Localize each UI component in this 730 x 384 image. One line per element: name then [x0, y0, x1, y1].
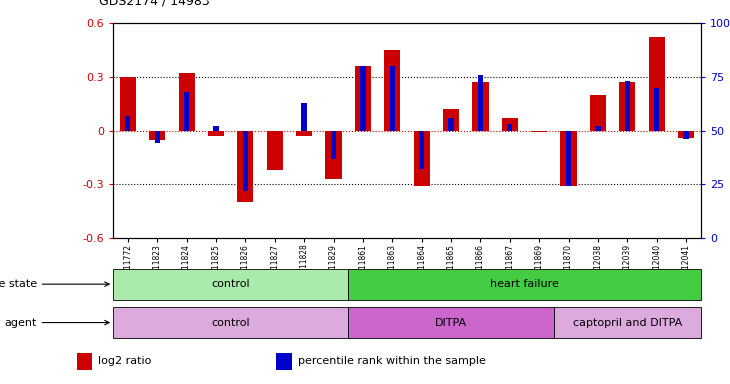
- Bar: [126, 116, 131, 131]
- Bar: [625, 81, 630, 131]
- Bar: [390, 66, 395, 131]
- Bar: [113, 269, 348, 300]
- Bar: [478, 74, 483, 131]
- Text: GDS2174 / 14983: GDS2174 / 14983: [99, 0, 210, 8]
- Bar: [654, 88, 659, 131]
- Bar: [179, 73, 195, 131]
- Bar: [502, 118, 518, 131]
- Bar: [155, 131, 160, 144]
- Bar: [678, 131, 694, 138]
- Bar: [683, 131, 688, 139]
- Bar: [237, 131, 253, 202]
- Bar: [566, 131, 571, 187]
- Bar: [531, 131, 548, 132]
- Text: percentile rank within the sample: percentile rank within the sample: [299, 356, 486, 366]
- Bar: [208, 131, 224, 136]
- Bar: [331, 131, 336, 159]
- Bar: [277, 353, 292, 370]
- Bar: [266, 131, 283, 170]
- Bar: [296, 131, 312, 136]
- Bar: [561, 131, 577, 186]
- Bar: [77, 353, 92, 370]
- Bar: [301, 103, 307, 131]
- Text: control: control: [212, 318, 250, 328]
- Bar: [355, 66, 371, 131]
- Text: agent: agent: [4, 318, 109, 328]
- Text: DITPA: DITPA: [435, 318, 467, 328]
- Text: captopril and DITPA: captopril and DITPA: [573, 318, 682, 328]
- Text: heart failure: heart failure: [490, 279, 559, 289]
- Bar: [419, 131, 424, 169]
- Bar: [120, 77, 136, 131]
- Bar: [113, 307, 348, 338]
- Bar: [443, 109, 459, 131]
- Bar: [619, 82, 635, 131]
- Bar: [184, 92, 189, 131]
- Bar: [596, 126, 601, 131]
- Text: log2 ratio: log2 ratio: [99, 356, 152, 366]
- Bar: [590, 95, 606, 131]
- Bar: [348, 269, 701, 300]
- Bar: [384, 50, 400, 131]
- Bar: [554, 307, 701, 338]
- Bar: [472, 82, 488, 131]
- Bar: [507, 124, 512, 131]
- Bar: [361, 66, 366, 131]
- Bar: [149, 131, 165, 139]
- Bar: [326, 131, 342, 179]
- Bar: [649, 37, 665, 131]
- Bar: [414, 131, 430, 186]
- Bar: [448, 118, 453, 131]
- Bar: [213, 126, 218, 131]
- Bar: [243, 131, 248, 191]
- Bar: [348, 307, 554, 338]
- Text: control: control: [212, 279, 250, 289]
- Text: disease state: disease state: [0, 279, 109, 289]
